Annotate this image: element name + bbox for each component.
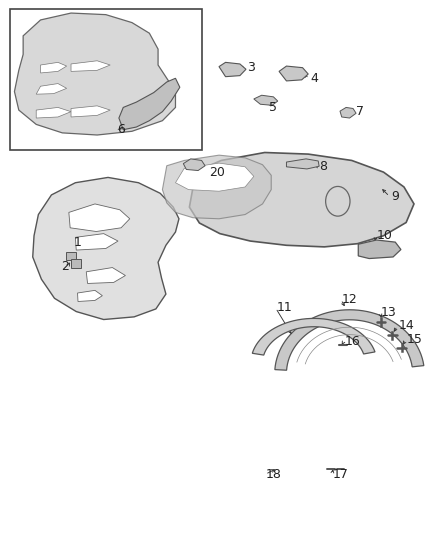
- Polygon shape: [75, 233, 118, 250]
- Text: 16: 16: [344, 335, 360, 348]
- Polygon shape: [71, 106, 110, 117]
- Text: 8: 8: [319, 160, 327, 173]
- Text: 11: 11: [276, 301, 292, 314]
- Text: 20: 20: [209, 166, 225, 179]
- Text: 17: 17: [333, 468, 349, 481]
- Polygon shape: [340, 108, 356, 118]
- Polygon shape: [176, 163, 254, 191]
- Polygon shape: [254, 95, 278, 106]
- Polygon shape: [33, 177, 179, 319]
- Text: 10: 10: [377, 229, 392, 242]
- Text: 7: 7: [356, 104, 364, 118]
- Polygon shape: [36, 84, 67, 94]
- Bar: [10, 10, 201, 150]
- Polygon shape: [71, 61, 110, 71]
- Text: 9: 9: [391, 190, 399, 203]
- Polygon shape: [14, 13, 176, 135]
- Polygon shape: [275, 310, 424, 370]
- Text: 6: 6: [117, 123, 124, 136]
- Text: 2: 2: [61, 260, 69, 273]
- Text: 13: 13: [381, 306, 397, 319]
- Polygon shape: [358, 240, 401, 259]
- Polygon shape: [41, 62, 67, 73]
- Polygon shape: [36, 108, 71, 118]
- Text: 14: 14: [398, 319, 414, 333]
- Bar: [71, 259, 81, 268]
- Polygon shape: [86, 268, 125, 284]
- Polygon shape: [69, 204, 130, 231]
- Text: 18: 18: [266, 468, 282, 481]
- Polygon shape: [286, 159, 319, 169]
- Text: 1: 1: [74, 236, 82, 249]
- Polygon shape: [184, 159, 205, 171]
- Polygon shape: [252, 318, 375, 355]
- Polygon shape: [189, 152, 414, 247]
- Text: 15: 15: [407, 333, 423, 346]
- Bar: [66, 252, 76, 260]
- Text: 4: 4: [311, 72, 318, 85]
- Text: 3: 3: [247, 61, 255, 74]
- Polygon shape: [279, 66, 308, 81]
- Polygon shape: [119, 78, 180, 130]
- Polygon shape: [219, 62, 246, 77]
- Text: 12: 12: [342, 293, 357, 306]
- Text: 5: 5: [269, 101, 277, 114]
- Polygon shape: [162, 155, 271, 219]
- Polygon shape: [78, 290, 102, 302]
